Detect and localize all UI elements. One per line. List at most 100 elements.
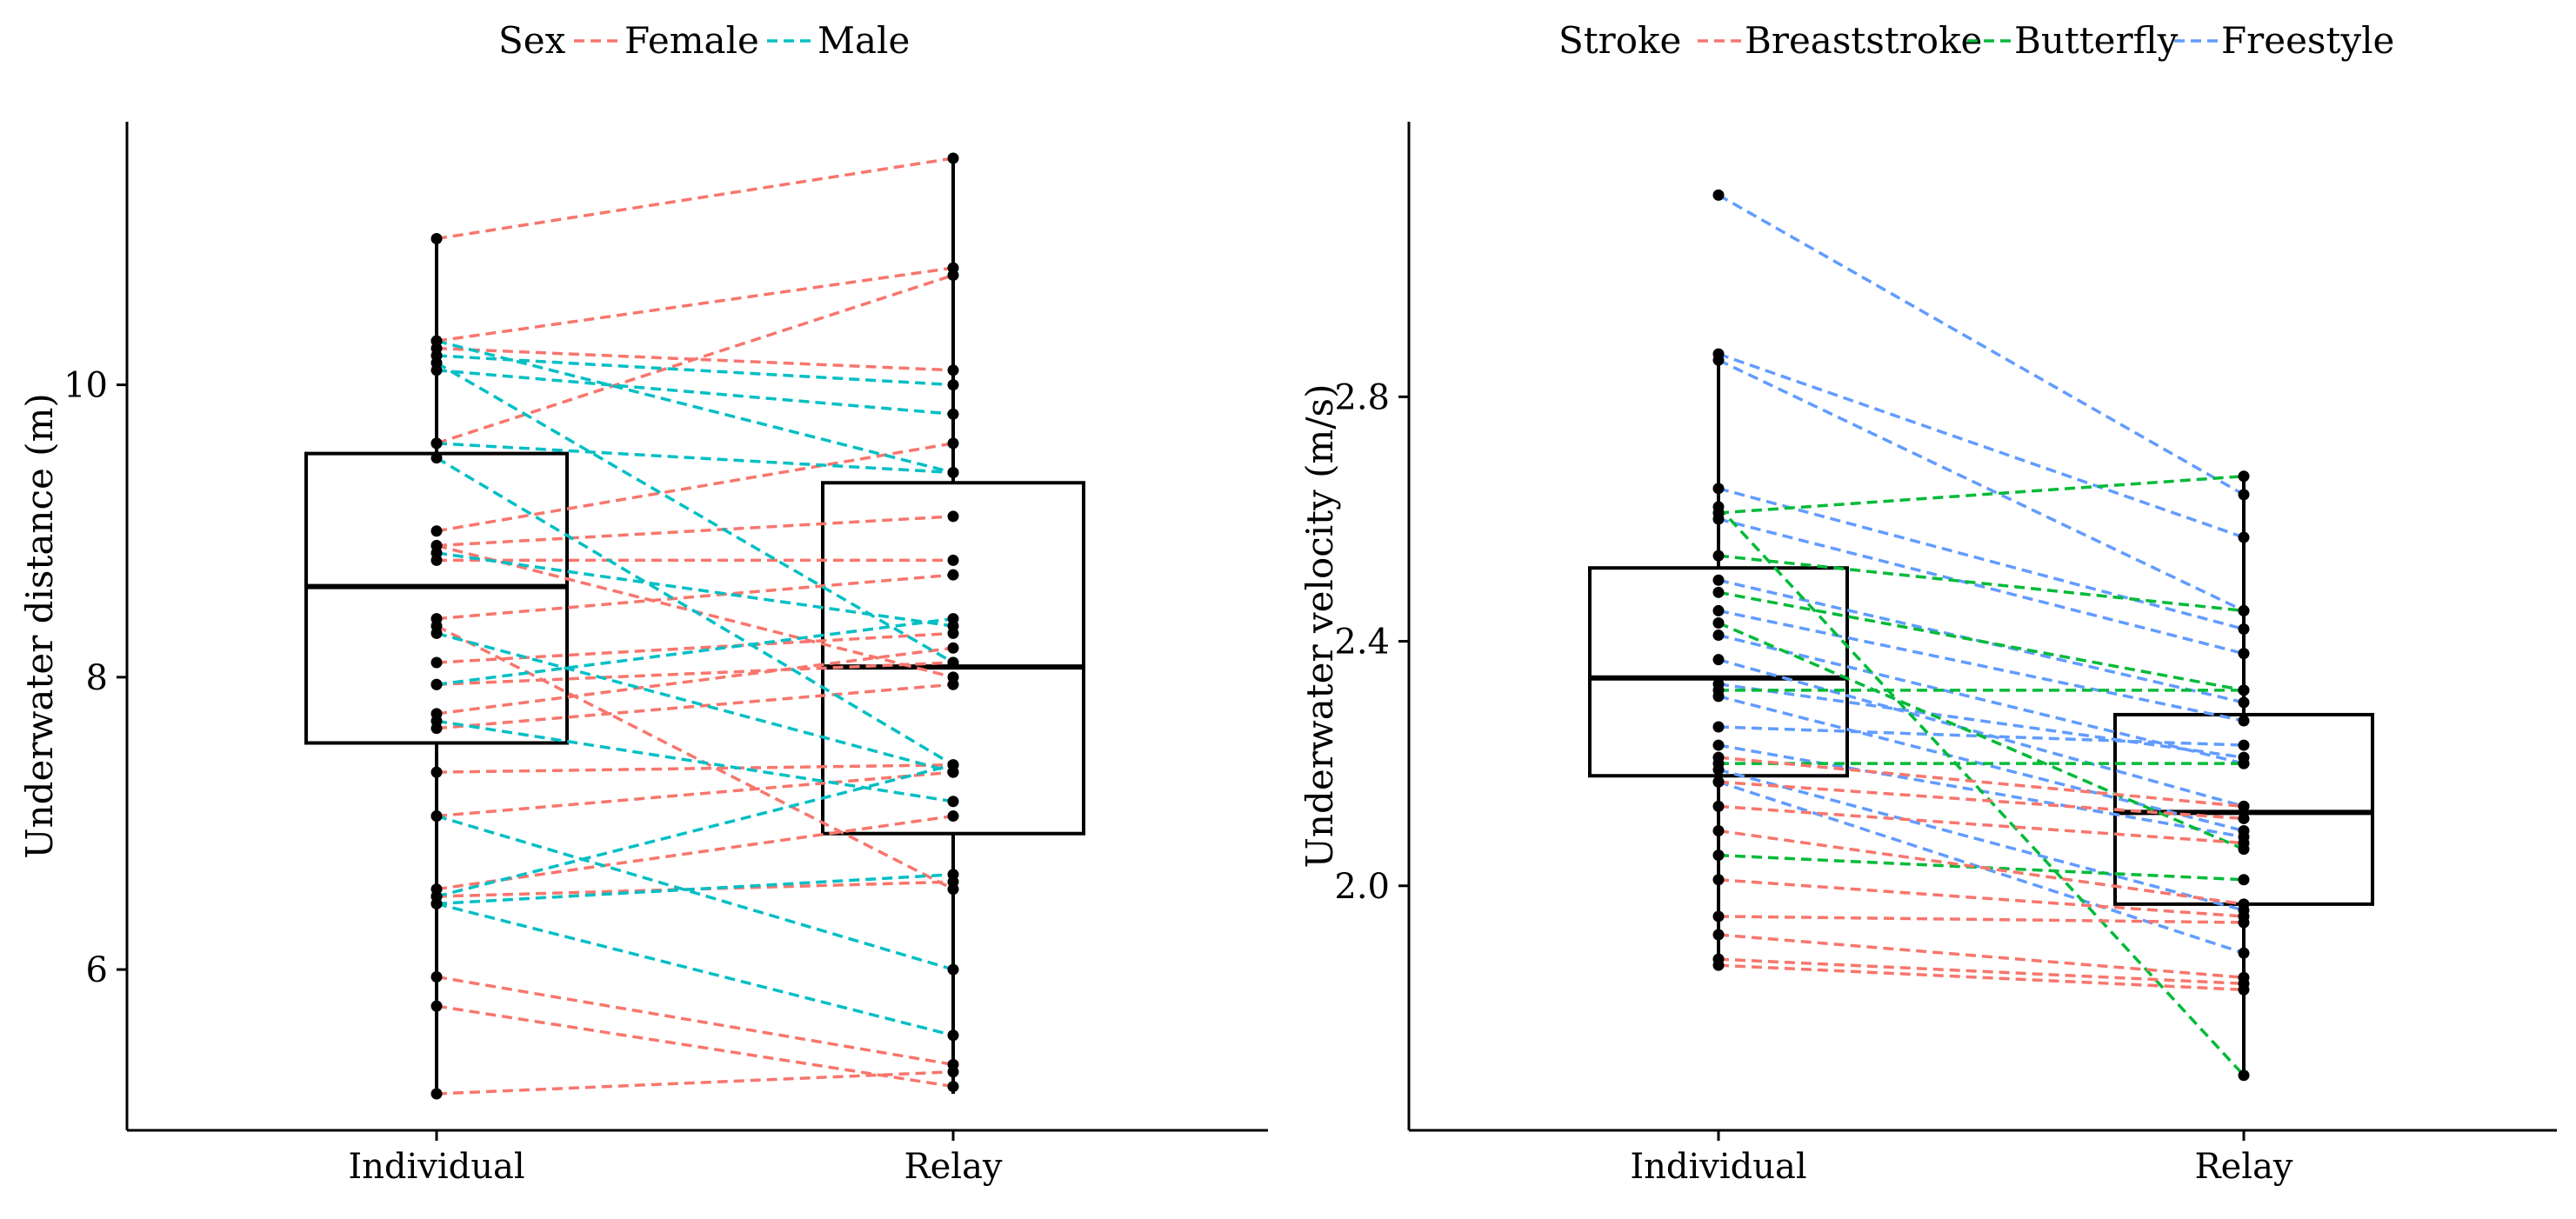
paired-line-breaststroke [1718, 957, 2245, 986]
paired-line-female [436, 661, 954, 686]
data-point [947, 554, 959, 566]
paired-line-freestyle [1718, 517, 2245, 656]
data-point [430, 356, 443, 369]
data-point [1712, 354, 1725, 366]
y-tick-label: 10 [63, 366, 108, 406]
paired-line-freestyle [1718, 725, 2245, 747]
paired-line-female [436, 1070, 954, 1096]
data-point [947, 810, 959, 823]
data-point [2238, 696, 2250, 709]
data-point [947, 569, 959, 581]
paired-line-freestyle [1718, 695, 2245, 833]
data-point [1712, 586, 1725, 598]
paired-line-breaststroke [1718, 933, 2245, 979]
data-point [1712, 959, 1725, 971]
data-point [2238, 916, 2250, 929]
paired-line-female [436, 763, 954, 774]
data-point [947, 656, 959, 669]
data-point [2238, 947, 2250, 959]
data-point [2238, 604, 2250, 616]
data-point [1712, 825, 1725, 837]
data-point [2238, 623, 2250, 636]
chart-panel-distance: Sex Female Male 6 8 10 Individua [18, 19, 1268, 1187]
paired-line-freestyle [1718, 768, 2245, 912]
paired-line-breaststroke [1718, 780, 2245, 821]
paired-line-breaststroke [1718, 756, 2245, 809]
data-point [2238, 715, 2250, 727]
data-point [947, 869, 959, 881]
data-point [430, 452, 443, 464]
data-point [2238, 757, 2250, 769]
data-point [430, 678, 443, 690]
data-point [2238, 684, 2250, 696]
data-point [947, 152, 959, 164]
paired-line-butterfly [1718, 853, 2245, 882]
data-point [2238, 812, 2250, 824]
paired-line-male [436, 456, 954, 767]
data-point [1712, 574, 1725, 586]
paired-line-male [436, 354, 954, 387]
paired-line-female [436, 646, 954, 716]
data-point [947, 678, 959, 690]
data-point [2238, 874, 2250, 886]
x-ticks: Individual Relay [1630, 1130, 2293, 1187]
paired-line-freestyle [1718, 683, 2245, 759]
legend-label-female: Female [624, 19, 759, 62]
data-point [947, 963, 959, 976]
paired-line-male [436, 442, 954, 475]
paired-line-male [436, 339, 954, 475]
paired-line-female [436, 624, 954, 891]
paired-line-breaststroke [1718, 915, 2245, 924]
data-point [430, 232, 443, 244]
paired-line-female [436, 814, 954, 891]
legend-label-freestyle: Freestyle [2221, 19, 2394, 62]
data-point [1712, 483, 1725, 495]
data-point [947, 1029, 959, 1042]
legend-title: Stroke [1558, 19, 1681, 62]
paired-line-female [436, 157, 954, 241]
paired-line-butterfly [1718, 621, 2245, 851]
data-point [1712, 654, 1725, 666]
data-point [947, 1066, 959, 1078]
data-point [430, 525, 443, 537]
paired-line-breaststroke [1718, 963, 2245, 992]
paired-line-male [436, 814, 954, 971]
paired-line-freestyle [1718, 609, 2245, 723]
data-point [1712, 849, 1725, 862]
data-point [947, 270, 959, 282]
data-point [947, 1081, 959, 1093]
data-point [430, 897, 443, 909]
paired-line-female [436, 683, 954, 730]
data-point [947, 466, 959, 478]
paired-line-female [436, 515, 954, 548]
y-ticks: 6 8 10 [63, 366, 127, 990]
data-point [947, 510, 959, 523]
data-point [1712, 550, 1725, 562]
paired-line-breaststroke [1718, 878, 2245, 918]
y-axis-title: Underwater distance (m) [18, 393, 61, 859]
paired-line-female [436, 770, 954, 818]
paired-line-female [436, 346, 954, 372]
x-tick-label-individual: Individual [1630, 1147, 1806, 1187]
data-point [1712, 800, 1725, 812]
data-point [2238, 739, 2250, 751]
data-point [1712, 721, 1725, 733]
y-tick-label: 2.0 [1334, 867, 1390, 907]
data-point [947, 408, 959, 420]
paired-line-male [436, 631, 954, 774]
paired-line-male [436, 719, 954, 803]
y-tick-label: 2.4 [1334, 623, 1390, 663]
data-point [947, 642, 959, 654]
paired-line-male [436, 873, 954, 906]
y-axis-title: Underwater velocity (m/s) [1298, 384, 1341, 869]
data-point [430, 335, 443, 347]
data-point [2238, 837, 2250, 849]
data-point [947, 613, 959, 625]
data-point [430, 810, 443, 823]
paired-lines [436, 157, 954, 1096]
paired-line-female [436, 1004, 954, 1089]
paired-line-freestyle [1718, 487, 2245, 631]
data-point [2238, 983, 2250, 996]
